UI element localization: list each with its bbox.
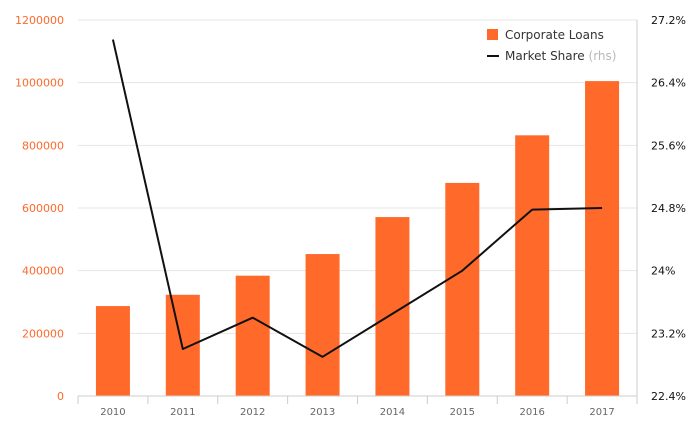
axis-layer: 0 200000 400000 600000 800000 1000000 1200000 2… bbox=[15, 14, 686, 418]
bar-corporate-loans-2017 bbox=[585, 81, 620, 396]
left-axis-tick-label: 1000000 bbox=[15, 77, 64, 90]
left-axis-tick-label: 800000 bbox=[22, 139, 64, 152]
x-axis-tick-label: 2016 bbox=[519, 407, 544, 418]
x-axis-tick-label: 2014 bbox=[380, 407, 405, 418]
right-axis-tick-label: 22.4% bbox=[651, 390, 686, 403]
right-axis-tick-label: 25.6% bbox=[651, 139, 686, 152]
left-axis-tick-label: 200000 bbox=[22, 327, 64, 340]
legend: Corporate Loans Market Share (rhs) bbox=[487, 28, 616, 63]
x-axis-tick-label: 2017 bbox=[589, 407, 614, 418]
bar-corporate-loans-2016 bbox=[515, 135, 550, 396]
bar-corporate-loans-2010 bbox=[95, 306, 130, 396]
right-axis-tick-label: 24% bbox=[651, 265, 675, 278]
bar-corporate-loans-2013 bbox=[305, 254, 340, 396]
left-axis-tick-label: 600000 bbox=[22, 202, 64, 215]
bar-corporate-loans-2015 bbox=[445, 182, 480, 396]
x-axis-tick-label: 2012 bbox=[240, 407, 265, 418]
x-axis-tick-label: 2013 bbox=[310, 407, 335, 418]
right-axis-tick-label: 24.8% bbox=[651, 202, 686, 215]
right-axis-tick-label: 26.4% bbox=[651, 77, 686, 90]
x-axis-tick-label: 2015 bbox=[450, 407, 475, 418]
bar-corporate-loans-2012 bbox=[235, 275, 270, 396]
right-axis-tick-label: 23.2% bbox=[651, 327, 686, 340]
left-axis-tick-label: 0 bbox=[57, 390, 64, 403]
grid-layer bbox=[78, 19, 637, 334]
legend-swatch-corporate-loans bbox=[487, 29, 498, 40]
x-axis-tick-label: 2011 bbox=[170, 407, 195, 418]
legend-label-corporate-loans: Corporate Loans bbox=[505, 28, 604, 42]
legend-label-market-share: Market Share (rhs) bbox=[505, 49, 616, 63]
line-layer bbox=[111, 39, 603, 358]
left-axis-tick-label: 1200000 bbox=[15, 14, 64, 27]
line-market-share bbox=[111, 39, 603, 358]
bar-layer bbox=[95, 81, 620, 396]
x-axis-tick-label: 2010 bbox=[100, 407, 125, 418]
left-axis-tick-label: 400000 bbox=[22, 265, 64, 278]
legend-label-rhs-suffix: (rhs) bbox=[589, 49, 617, 63]
right-axis-tick-label: 27.2% bbox=[651, 14, 686, 27]
